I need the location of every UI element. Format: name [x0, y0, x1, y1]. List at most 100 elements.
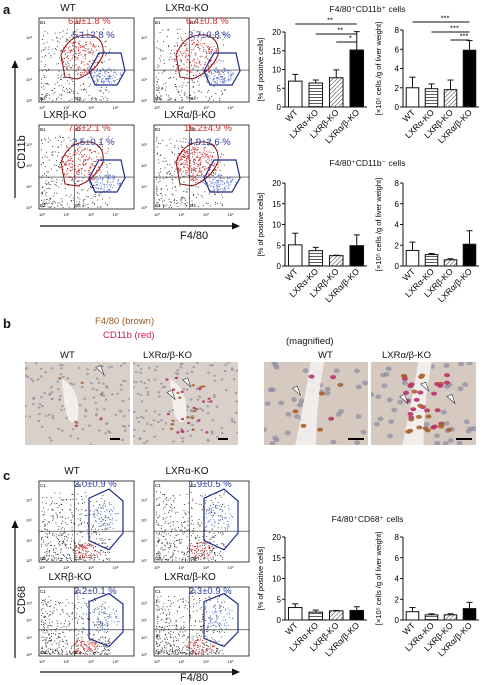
y-axis-title: [×10⁵ cells /g of liver weight] — [374, 22, 383, 115]
gate-red — [60, 141, 104, 187]
gate-label: C2 — [75, 483, 81, 488]
cell-events-red — [60, 40, 103, 76]
flow-c-lxrb-title: LXRβ-KO — [48, 572, 92, 583]
axis-decade-label: 10² — [203, 659, 209, 664]
gate-label: L — [66, 37, 69, 42]
blood-vessel — [61, 378, 79, 423]
flow-a-lxra-top-value: 6.4±0.8 % — [186, 16, 229, 27]
chart-title-cd11b-neg: F4/80⁺CD11b⁻ cells — [329, 158, 406, 168]
bar — [405, 87, 420, 108]
y-tick-label: 15 — [272, 200, 281, 209]
flow-a-lxra-bottom-value: 3.7±0.8 % — [188, 30, 231, 41]
axis-decade-label: 10³ — [26, 35, 32, 40]
y-tick-label: 6 — [395, 200, 400, 209]
axis-decade-label: 10¹ — [179, 659, 185, 664]
cell-events-red — [72, 543, 100, 559]
gate-blue — [203, 592, 239, 648]
flow-a-lxra-title: LXRα-KO — [165, 3, 209, 14]
y-tick-label: 6 — [395, 554, 400, 563]
axis-decade-label: 10¹ — [26, 184, 32, 189]
gate-label: B2 — [75, 127, 81, 132]
chart-title-cd68: F4/80⁺CD68⁺ cells — [331, 514, 404, 524]
gate-label: C2 — [190, 483, 196, 488]
axis-decade-label: 10³ — [141, 35, 147, 40]
y-tick-label: 5 — [277, 595, 282, 604]
y-tick-label: 15 — [272, 47, 281, 56]
axis-decade-label: 10¹ — [141, 77, 147, 82]
y-tick-label: 8 — [395, 533, 400, 542]
axis-decade-label: 10⁰ — [26, 205, 32, 210]
scale-bar — [110, 438, 120, 440]
cell-events-blue — [92, 605, 120, 633]
axis-decade-label: 10³ — [26, 142, 32, 147]
stained-cells — [400, 373, 453, 434]
y-axis-title: [×10⁵ cells /g of liver weight] — [374, 178, 383, 271]
flow-plot-a-lxra-ko: 10⁰ 10⁰ 10¹ 10¹ 10² 10² 10³ 10³ B1 B2 B3 B4 L — [141, 17, 250, 110]
y-tick-label: 2 — [395, 595, 400, 604]
axis-decade-label: 10¹ — [141, 184, 147, 189]
panel-a-label: a — [3, 2, 11, 17]
axis-decade-label: 10⁰ — [141, 98, 147, 103]
axis-decade-label: 10⁰ — [141, 558, 147, 563]
y-tick-label: 5 — [277, 241, 282, 250]
bar — [443, 614, 458, 621]
axis-decade-label: 10³ — [228, 105, 234, 110]
bar — [349, 609, 365, 621]
y-tick-label: 5 — [277, 84, 282, 93]
gate-label: C1 — [40, 483, 46, 488]
axis-decade-label: 10³ — [228, 659, 234, 664]
y-tick-label: 0 — [277, 103, 282, 112]
axis-decade-label: 10³ — [113, 565, 119, 570]
axis-decade-label: 10² — [26, 163, 32, 168]
gate-label: B2 — [190, 20, 196, 25]
axis-decade-label: 10⁰ — [141, 205, 147, 210]
cell-events-black — [156, 595, 225, 655]
y-axis-title: [×10⁵ cells /g of liver weight] — [374, 532, 383, 625]
nuclei — [25, 362, 130, 445]
axis-decade-label: 10¹ — [179, 212, 185, 217]
axis-decade-label: 10² — [203, 212, 209, 217]
arrowhead-icon — [291, 385, 302, 397]
y-tick-label: 2 — [395, 84, 400, 93]
gate-label: B1 — [40, 20, 46, 25]
flow-a-lxrb-bottom-value: 2.5±0.1 % — [72, 137, 115, 148]
cell-events-red — [186, 638, 215, 656]
axis-decade-label: 10¹ — [141, 635, 147, 640]
flow-c-lxrab-title: LXRα/β-KO — [164, 572, 216, 583]
gate-label: C1 — [155, 483, 161, 488]
axis-decade-label: 10² — [88, 565, 94, 570]
gate-label: L — [66, 144, 69, 149]
significance-label: *** — [460, 32, 469, 41]
axis-decade-label: 10⁰ — [154, 212, 160, 217]
axis-decade-label: 10⁰ — [154, 105, 160, 110]
gate-label: B2 — [75, 20, 81, 25]
gate-label: B4 — [190, 96, 196, 101]
gate-label: L — [181, 144, 184, 149]
cell-events-blue — [93, 503, 120, 530]
axis-decade-label: 10³ — [113, 212, 119, 217]
cell-events-red — [72, 639, 99, 655]
axis-decade-label: 10¹ — [64, 565, 70, 570]
gate-label: C4 — [190, 556, 196, 561]
gate-label: C2 — [75, 589, 81, 594]
gate-label: B3 — [40, 203, 46, 208]
y-tick-label: 6 — [395, 45, 400, 54]
gate-label: C4 — [190, 650, 196, 655]
axis-decade-label: 10⁰ — [26, 98, 32, 103]
significance-label: *** — [450, 24, 459, 33]
gate-red — [175, 141, 219, 187]
gate-label: C2 — [190, 589, 196, 594]
stained-cells — [58, 377, 103, 428]
plot-frame — [38, 124, 135, 210]
significance-label: ** — [327, 16, 333, 25]
y-tick-label: 4 — [395, 575, 400, 584]
hist-label-lxrab: LXRα/β-KO — [143, 350, 192, 361]
y-axis-title: [% of positive cells] — [256, 193, 265, 257]
plot-frame — [153, 480, 250, 563]
bar — [287, 244, 303, 267]
axis-decade-label: 10¹ — [26, 635, 32, 640]
scale-bar — [218, 438, 228, 440]
gate-label: B4 — [75, 96, 81, 101]
